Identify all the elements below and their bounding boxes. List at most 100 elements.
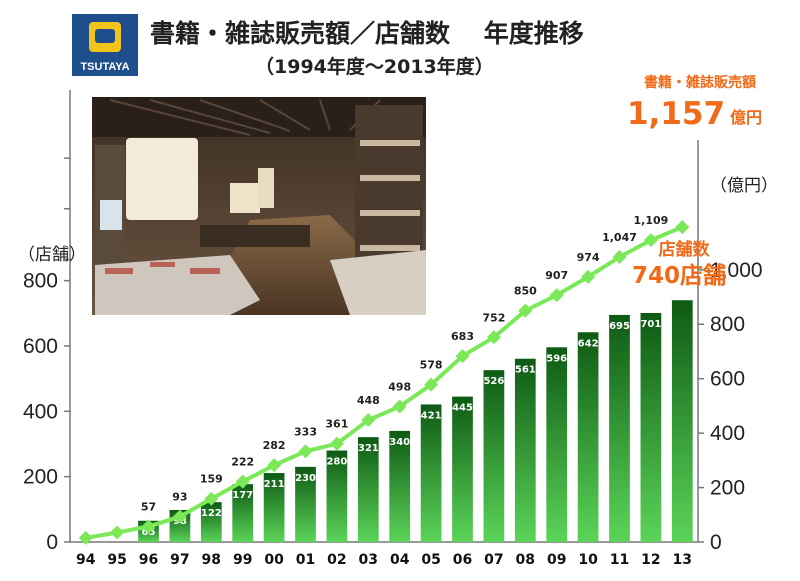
sales-point-06 [455,349,470,364]
sales-label-99: 222 [231,456,254,469]
bar-98 [200,502,222,542]
x-tick-label: 04 [390,552,410,568]
bar-11 [609,314,630,542]
right-tick-label: 600 [710,368,745,391]
sales-point-12 [643,233,658,248]
bar-label-02: 280 [326,457,347,468]
bar-label-11: 695 [609,321,630,332]
x-tick-label: 08 [516,552,535,568]
sales-line [85,225,684,540]
x-tick-label: 09 [547,552,566,568]
bar-label-00: 211 [264,479,285,490]
left-tick-label: 400 [23,400,58,423]
bar-label-08: 561 [515,365,536,376]
sales-point-05 [424,377,439,392]
bar-series-stores: 6598122177211230280321340421445526561596… [138,300,693,542]
sales-point-96 [141,519,156,534]
sales-label-01: 333 [294,425,317,438]
sales-label-00: 282 [263,439,286,452]
x-tick-label: 10 [578,552,598,568]
bar-03 [357,437,379,542]
x-tick-label: 11 [610,552,629,568]
sales-point-08 [518,303,533,318]
bar-07 [483,370,505,542]
sales-label-96: 57 [141,500,156,513]
x-tick-label: 97 [170,552,189,568]
sales-label-04: 498 [388,380,411,393]
right-axis-label: （億円） [710,176,778,196]
right-tick-label: 1,000 [710,259,763,282]
sales-label-02: 361 [325,418,348,431]
chart-subtitle: （1994年度〜2013年度） [255,55,494,78]
sales-label-12: 1,109 [634,214,669,227]
bar-label-10: 642 [578,338,599,349]
sales-annotation-value: 1,157 [627,96,725,132]
sales-label-08: 850 [514,285,537,298]
sales-point-95 [110,525,125,540]
x-axis-ticks: 94 95 96 97 98 99 00 01 02 03 04 05 06 07 08 09 10 11 12 13 [76,552,692,568]
left-tick-label: 800 [23,270,58,293]
left-tick-label: 600 [23,335,58,358]
x-tick-label: 12 [641,552,660,568]
sales-point-02 [329,436,344,451]
sales-point-01 [298,444,313,459]
stores-annotation-value: 740店舗 [632,263,726,289]
line-series-sales: 57 93 159 222 282 333 361 448 498 578 683 752 850 907… [78,214,690,545]
x-tick-label: 06 [453,552,472,568]
bar-label-04: 340 [389,437,410,448]
right-tick-label: 200 [710,477,745,500]
x-tick-label: 98 [202,552,221,568]
bar-label-05: 421 [421,410,442,421]
sales-point-98 [204,491,219,506]
bar-label-99: 177 [232,490,253,501]
sales-point-03 [361,413,376,428]
x-tick-label: 96 [139,552,158,568]
chart-title: 書籍・雑誌販売額／店舗数 年度推移 [150,19,584,48]
logo-text: TSUTAYA [80,61,129,73]
sales-point-10 [581,269,596,284]
bar-02 [326,450,348,542]
sales-label-03: 448 [357,394,380,407]
sales-point-97 [172,509,187,524]
bar-00 [263,473,285,542]
left-axis-label: （店舗） [18,245,86,265]
sales-point-07 [486,330,501,345]
bar-06 [452,396,473,542]
left-tick-label: 0 [46,531,58,554]
sales-point-13 [675,220,690,235]
sales-point-11 [612,250,627,265]
store-photo [92,97,426,315]
right-tick-label: 0 [710,531,722,554]
sales-label-06: 683 [451,330,474,343]
bar-label-06: 445 [452,403,473,414]
right-tick-label: 400 [710,422,745,445]
sales-label-11: 1,047 [602,231,637,244]
x-tick-label: 02 [327,552,346,568]
sales-annotation-unit: 億円 [730,108,762,127]
sales-point-04 [392,399,407,414]
bar-label-07: 526 [483,376,504,387]
x-tick-label: 95 [107,552,126,568]
sales-label-07: 752 [482,311,505,324]
bar-04 [389,430,411,542]
x-tick-label: 03 [359,552,378,568]
bar-01 [295,466,316,542]
sales-label-05: 578 [420,359,443,372]
sales-label-09: 907 [545,269,568,282]
bar-label-98: 122 [201,508,222,519]
x-tick-label: 94 [76,552,96,568]
stores-annotation-label: 店舗数 [659,239,711,260]
left-axis-ticks: 0 200 400 600 800 [23,157,70,554]
sales-label-10: 974 [577,251,600,264]
x-tick-label: 07 [484,552,503,568]
right-axis-ticks: 0 200 400 600 800 1,000 [698,259,763,554]
bar-12 [640,312,662,542]
tsutaya-logo: TSUTAYA [72,14,138,76]
sales-point-09 [549,288,564,303]
sales-label-97: 93 [172,491,187,504]
pendant-lamp [126,138,198,220]
bar-label-09: 596 [546,353,567,364]
sales-annotation-label: 書籍・雑誌販売額 [644,74,756,91]
sales-point-94 [78,530,93,545]
